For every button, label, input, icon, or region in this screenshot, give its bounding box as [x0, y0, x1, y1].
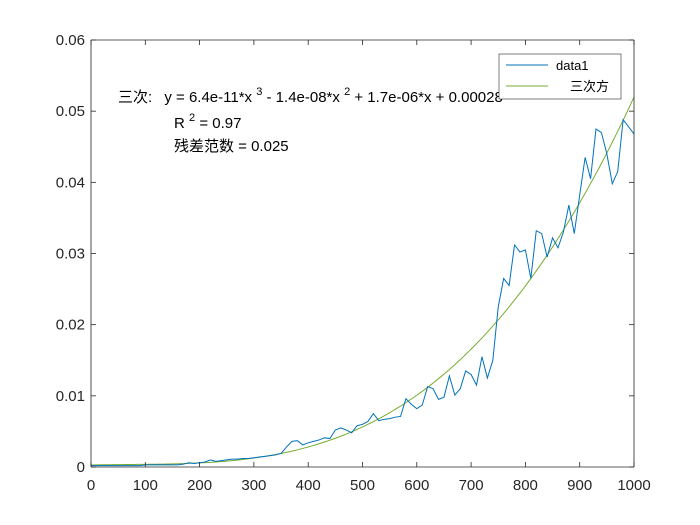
- y-tick-label: 0.03: [56, 246, 85, 263]
- x-tick-label: 400: [296, 477, 321, 494]
- fit-tail: + 1.7e-06*x + 0.00028: [354, 89, 502, 106]
- legend-box: [498, 53, 622, 100]
- legend-label-cubic: 三次方: [570, 79, 609, 94]
- legend-label-data1: data1: [556, 58, 589, 73]
- x-tick-label: 600: [404, 477, 429, 494]
- series-line-cubic-fit: [90, 96, 635, 466]
- fit-y: y = 6.4e-11*x: [164, 89, 252, 106]
- y-tick-label: 0.06: [56, 32, 85, 49]
- fit-equation: 三次: y = 6.4e-11*x 3 - 1.4e-08*x 2 + 1.7e…: [118, 82, 503, 106]
- r-prefix: R: [174, 115, 185, 132]
- x-tick-label: 900: [567, 477, 592, 494]
- r-squared: R 2 = 0.97: [174, 108, 241, 132]
- fit-exp2: 2: [344, 86, 350, 98]
- series-layer: [90, 96, 635, 467]
- y-tick-label: 0.02: [56, 317, 85, 334]
- y-tick-label: 0.01: [56, 388, 85, 405]
- x-ticks: 0 100 200 300 400 500 600 700 800 900 1000: [87, 40, 651, 494]
- x-tick-label: 500: [350, 477, 375, 494]
- x-tick-label: 300: [241, 477, 266, 494]
- x-tick-label: 800: [513, 477, 538, 494]
- x-tick-label: 200: [187, 477, 212, 494]
- fit-annotation: 三次: y = 6.4e-11*x 3 - 1.4e-08*x 2 + 1.7e…: [118, 82, 503, 155]
- x-tick-label: 1000: [617, 477, 650, 494]
- y-tick-label: 0.05: [56, 103, 85, 120]
- y-tick-label: 0.04: [56, 174, 85, 191]
- x-tick-label: 700: [459, 477, 484, 494]
- r-value: = 0.97: [199, 115, 241, 132]
- residual-norm: 残差范数 = 0.025: [174, 138, 289, 155]
- plot-area: [91, 40, 634, 467]
- r-exp: 2: [189, 112, 195, 124]
- legend: data1 三次方: [498, 53, 622, 100]
- x-tick-label: 0: [87, 477, 95, 494]
- fit-prefix: 三次:: [118, 89, 152, 106]
- series-line-data1: [91, 118, 635, 467]
- x-tick-label: 100: [133, 477, 158, 494]
- y-tick-label: 0: [77, 459, 85, 476]
- y-ticks: 0 0.01 0.02 0.03 0.04 0.05 0.06: [56, 32, 634, 476]
- fit-mid: - 1.4e-08*x: [267, 89, 341, 106]
- fit-exp3: 3: [256, 86, 262, 98]
